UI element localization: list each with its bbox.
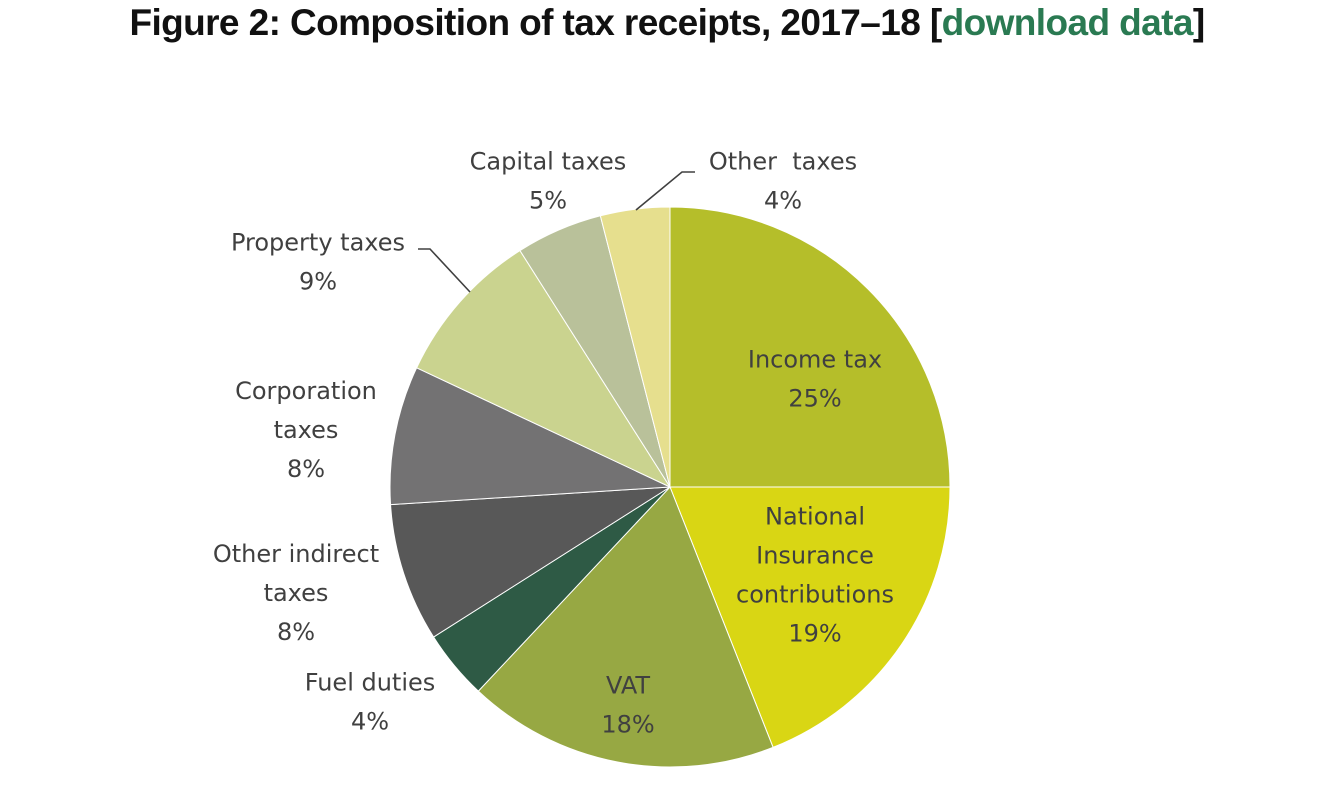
slice-value-label: 8%	[277, 618, 315, 646]
slice-label-fuel-duties: Fuel duties 4%	[305, 669, 436, 736]
leader-line-property-taxes	[418, 248, 471, 293]
figure-title-text: Figure 2: Composition of tax receipts, 2…	[129, 2, 942, 43]
slice-label-property-taxes: Property taxes 9%	[231, 229, 405, 296]
pie-slice-other-taxes	[599, 206, 671, 488]
figure-title-bracket: ]	[1192, 2, 1205, 43]
slice-value-label: 9%	[299, 268, 337, 296]
slice-label-other-indirect-taxes: Other indirect taxes 8%	[213, 540, 379, 646]
leader-line-other-taxes	[635, 171, 695, 211]
figure-title: Figure 2: Composition of tax receipts, 2…	[0, 0, 1334, 46]
slice-name-label: taxes	[264, 579, 329, 607]
slice-name-label: Income tax	[748, 346, 882, 374]
pie-slice-property-taxes	[415, 249, 672, 489]
slice-label-income-tax: Income tax 25%	[748, 346, 882, 413]
slice-name-label: Other taxes	[709, 148, 857, 176]
slice-name-label: Insurance	[756, 542, 874, 570]
slice-value-label: 4%	[764, 187, 802, 215]
slice-value-label: 5%	[529, 187, 567, 215]
slice-label-corporation-taxes: Corporation taxes 8%	[235, 377, 377, 483]
pie-slice-national-insurance-contributions	[669, 486, 951, 748]
slice-name-label: Fuel duties	[305, 669, 436, 697]
slice-value-label: 19%	[788, 620, 841, 648]
slice-name-label: Capital taxes	[470, 148, 627, 176]
slice-name-label: contributions	[736, 581, 894, 609]
slice-label-other-taxes: Other taxes 4%	[709, 148, 857, 215]
slice-name-label: Corporation	[235, 377, 377, 405]
slice-name-label: Property taxes	[231, 229, 405, 257]
slice-name-label: Other indirect	[213, 540, 379, 568]
slice-name-label: VAT	[606, 672, 650, 700]
pie-slice-other-indirect-taxes	[390, 486, 671, 638]
pie-slice-vat	[477, 486, 774, 768]
slice-value-label: 25%	[788, 385, 841, 413]
slice-name-label: National	[765, 503, 865, 531]
slice-value-label: 4%	[351, 708, 389, 736]
slice-value-label: 18%	[601, 711, 654, 739]
slice-label-national-insurance-contributions: National Insurance contributions 19%	[736, 503, 894, 648]
slice-label-vat: VAT 18%	[601, 672, 654, 739]
slice-label-capital-taxes: Capital taxes 5%	[470, 148, 627, 215]
pie-slice-income-tax	[669, 206, 951, 488]
download-data-link[interactable]: download data	[941, 2, 1194, 43]
slice-name-label: taxes	[274, 416, 339, 444]
pie-slice-corporation-taxes	[389, 367, 671, 506]
slice-value-label: 8%	[287, 455, 325, 483]
